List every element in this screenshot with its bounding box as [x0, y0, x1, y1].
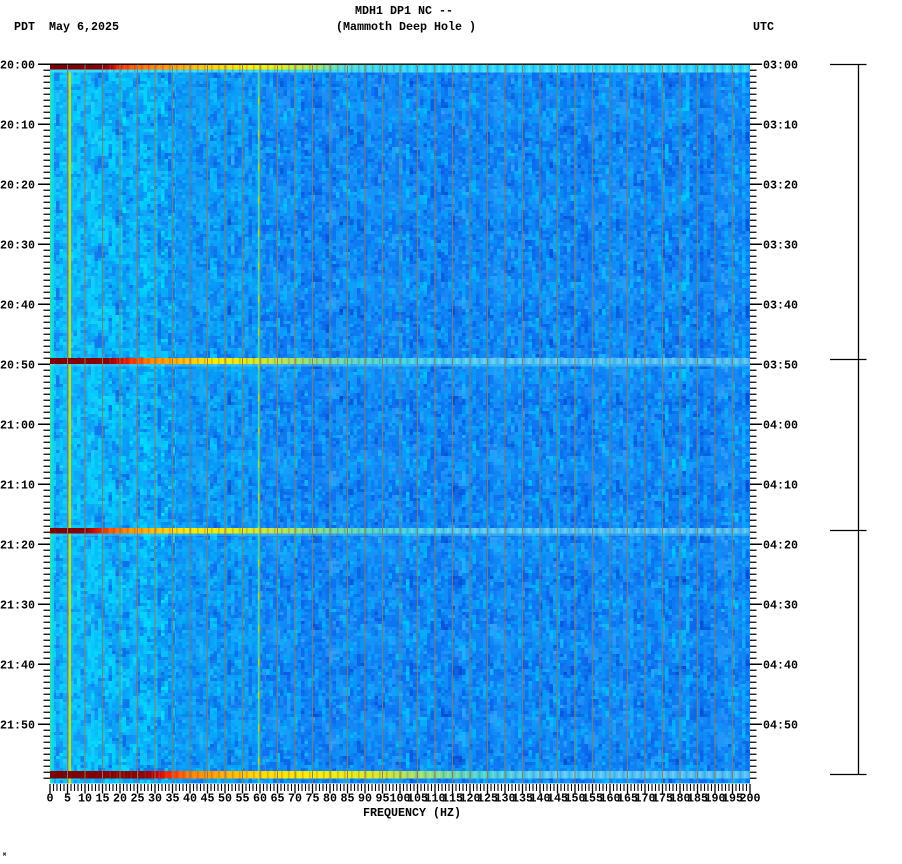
- svg-text:04:40: 04:40: [763, 658, 798, 672]
- svg-text:65: 65: [271, 792, 285, 806]
- svg-text:20:00: 20:00: [0, 58, 35, 72]
- svg-text:115: 115: [442, 792, 463, 806]
- svg-text:105: 105: [407, 792, 428, 806]
- svg-text:185: 185: [687, 792, 708, 806]
- svg-text:20:50: 20:50: [0, 358, 35, 372]
- svg-text:175: 175: [652, 792, 673, 806]
- svg-text:UTC: UTC: [753, 20, 774, 34]
- svg-text:150: 150: [565, 792, 586, 806]
- svg-text:155: 155: [582, 792, 603, 806]
- svg-text:120: 120: [460, 792, 481, 806]
- svg-text:MDH1 DP1 NC --: MDH1 DP1 NC --: [355, 4, 453, 18]
- svg-text:95: 95: [376, 792, 390, 806]
- svg-text:21:20: 21:20: [0, 538, 35, 552]
- svg-text:90: 90: [358, 792, 372, 806]
- svg-text:20:10: 20:10: [0, 118, 35, 132]
- svg-text:04:00: 04:00: [763, 418, 798, 432]
- svg-text:45: 45: [201, 792, 215, 806]
- svg-text:FREQUENCY (HZ): FREQUENCY (HZ): [363, 806, 461, 820]
- svg-text:20:20: 20:20: [0, 178, 35, 192]
- svg-text:03:00: 03:00: [763, 58, 798, 72]
- svg-text:60: 60: [253, 792, 267, 806]
- svg-text:50: 50: [218, 792, 232, 806]
- svg-text:21:10: 21:10: [0, 478, 35, 492]
- svg-text:04:20: 04:20: [763, 538, 798, 552]
- svg-text:125: 125: [477, 792, 498, 806]
- svg-text:180: 180: [670, 792, 691, 806]
- svg-text:55: 55: [236, 792, 250, 806]
- svg-text:130: 130: [495, 792, 516, 806]
- svg-text:85: 85: [341, 792, 355, 806]
- svg-text:20: 20: [113, 792, 127, 806]
- svg-text:03:10: 03:10: [763, 118, 798, 132]
- svg-text:M: M: [3, 852, 6, 858]
- svg-text:140: 140: [530, 792, 551, 806]
- svg-text:80: 80: [323, 792, 337, 806]
- svg-text:PDT May 6,2025: PDT May 6,2025: [14, 20, 119, 34]
- svg-text:200: 200: [740, 792, 761, 806]
- svg-text:195: 195: [722, 792, 743, 806]
- svg-text:30: 30: [148, 792, 162, 806]
- svg-text:0: 0: [47, 792, 54, 806]
- svg-text:75: 75: [306, 792, 320, 806]
- svg-text:170: 170: [635, 792, 656, 806]
- svg-text:190: 190: [705, 792, 726, 806]
- svg-text:21:30: 21:30: [0, 598, 35, 612]
- svg-text:100: 100: [390, 792, 411, 806]
- svg-text:21:40: 21:40: [0, 658, 35, 672]
- svg-text:110: 110: [425, 792, 446, 806]
- svg-text:25: 25: [131, 792, 145, 806]
- svg-text:21:50: 21:50: [0, 718, 35, 732]
- svg-text:165: 165: [617, 792, 638, 806]
- svg-text:03:30: 03:30: [763, 238, 798, 252]
- svg-text:10: 10: [78, 792, 92, 806]
- svg-text:40: 40: [183, 792, 197, 806]
- svg-text:145: 145: [547, 792, 568, 806]
- svg-text:70: 70: [288, 792, 302, 806]
- svg-text:03:20: 03:20: [763, 178, 798, 192]
- svg-text:15: 15: [96, 792, 110, 806]
- svg-text:20:40: 20:40: [0, 298, 35, 312]
- svg-text:5: 5: [64, 792, 71, 806]
- svg-text:135: 135: [512, 792, 533, 806]
- svg-text:(Mammoth Deep Hole ): (Mammoth Deep Hole ): [336, 20, 476, 34]
- svg-text:04:30: 04:30: [763, 598, 798, 612]
- svg-text:04:10: 04:10: [763, 478, 798, 492]
- svg-text:35: 35: [166, 792, 180, 806]
- svg-text:160: 160: [600, 792, 621, 806]
- svg-text:03:40: 03:40: [763, 298, 798, 312]
- svg-text:03:50: 03:50: [763, 358, 798, 372]
- svg-text:04:50: 04:50: [763, 718, 798, 732]
- svg-text:21:00: 21:00: [0, 418, 35, 432]
- svg-text:20:30: 20:30: [0, 238, 35, 252]
